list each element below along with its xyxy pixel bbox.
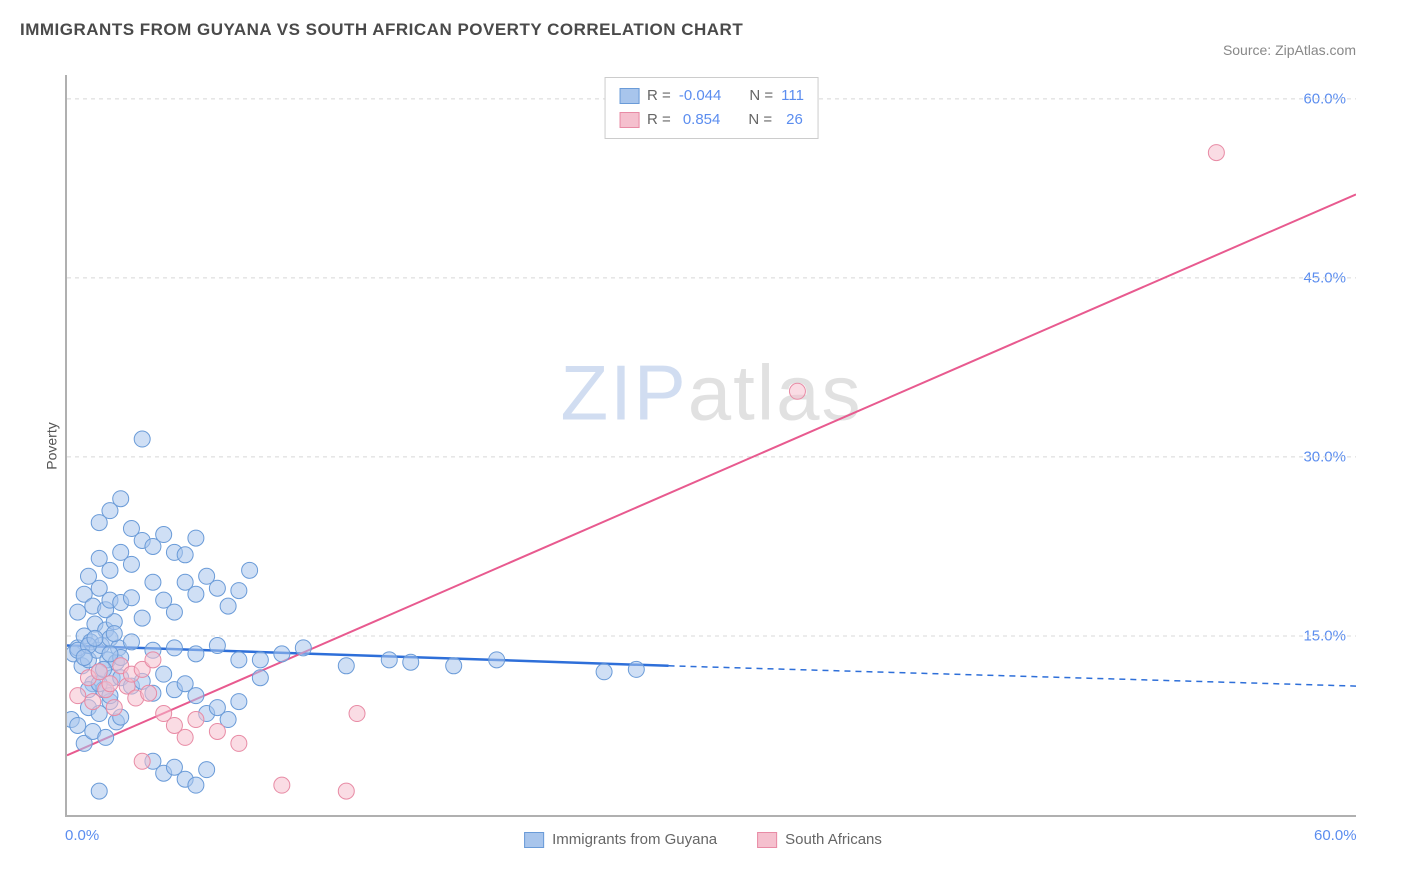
legend-label-sa: South Africans — [785, 831, 882, 848]
legend-label-guyana: Immigrants from Guyana — [552, 831, 717, 848]
legend-item-guyana: Immigrants from Guyana — [524, 831, 717, 848]
legend-correlation: R = -0.044 N = 111 R = 0.854 N = 26 — [604, 77, 819, 139]
chart-container: IMMIGRANTS FROM GUYANA VS SOUTH AFRICAN … — [20, 20, 1386, 872]
legend-row-guyana: R = -0.044 N = 111 — [619, 84, 804, 108]
legend-swatch-blue — [619, 88, 639, 104]
legend-swatch-pink — [619, 112, 639, 128]
source-attribution: Source: ZipAtlas.com — [1223, 42, 1356, 58]
r-value-guyana: -0.044 — [679, 84, 722, 108]
plot-area: ZIPatlas R = -0.044 N = 111 R = 0.854 N … — [65, 75, 1356, 817]
chart-title: IMMIGRANTS FROM GUYANA VS SOUTH AFRICAN … — [20, 20, 1386, 40]
legend-swatch-pink — [757, 832, 777, 848]
plot-svg — [67, 75, 1356, 815]
legend-series: Immigrants from Guyana South Africans — [524, 831, 882, 848]
x-tick-label: 60.0% — [1314, 827, 1357, 844]
x-tick-label: 0.0% — [65, 827, 99, 844]
r-label: R = — [647, 84, 671, 108]
n-value-sa: 26 — [786, 108, 803, 132]
y-axis-label: Poverty — [44, 422, 60, 469]
legend-row-sa: R = 0.854 N = 26 — [619, 108, 804, 132]
r-value-sa: 0.854 — [683, 108, 721, 132]
n-label: N = — [749, 84, 773, 108]
r-label: R = — [647, 108, 671, 132]
n-label: N = — [748, 108, 772, 132]
n-value-guyana: 111 — [781, 84, 804, 108]
legend-item-sa: South Africans — [757, 831, 882, 848]
legend-swatch-blue — [524, 832, 544, 848]
